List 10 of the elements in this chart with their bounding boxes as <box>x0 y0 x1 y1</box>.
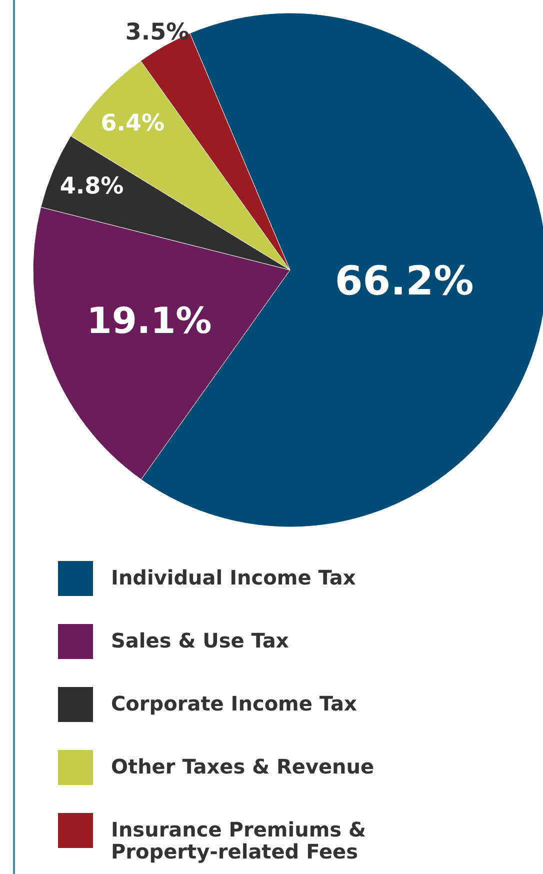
data-label: 4.8% <box>60 174 124 200</box>
data-label: 66.2% <box>334 258 474 305</box>
data-label: 19.1% <box>86 300 212 342</box>
legend-label: Sales & Use Tax <box>111 628 289 652</box>
legend-label: Corporate Income Tax <box>111 692 357 716</box>
legend-label: Other Taxes & Revenue <box>111 754 374 778</box>
legend-label: Insurance Premiums & Property-related Fees <box>111 818 366 864</box>
legend-label: Individual Income Tax <box>111 566 356 590</box>
data-label: 6.4% <box>100 110 165 136</box>
data-label: 3.5% <box>125 20 190 46</box>
